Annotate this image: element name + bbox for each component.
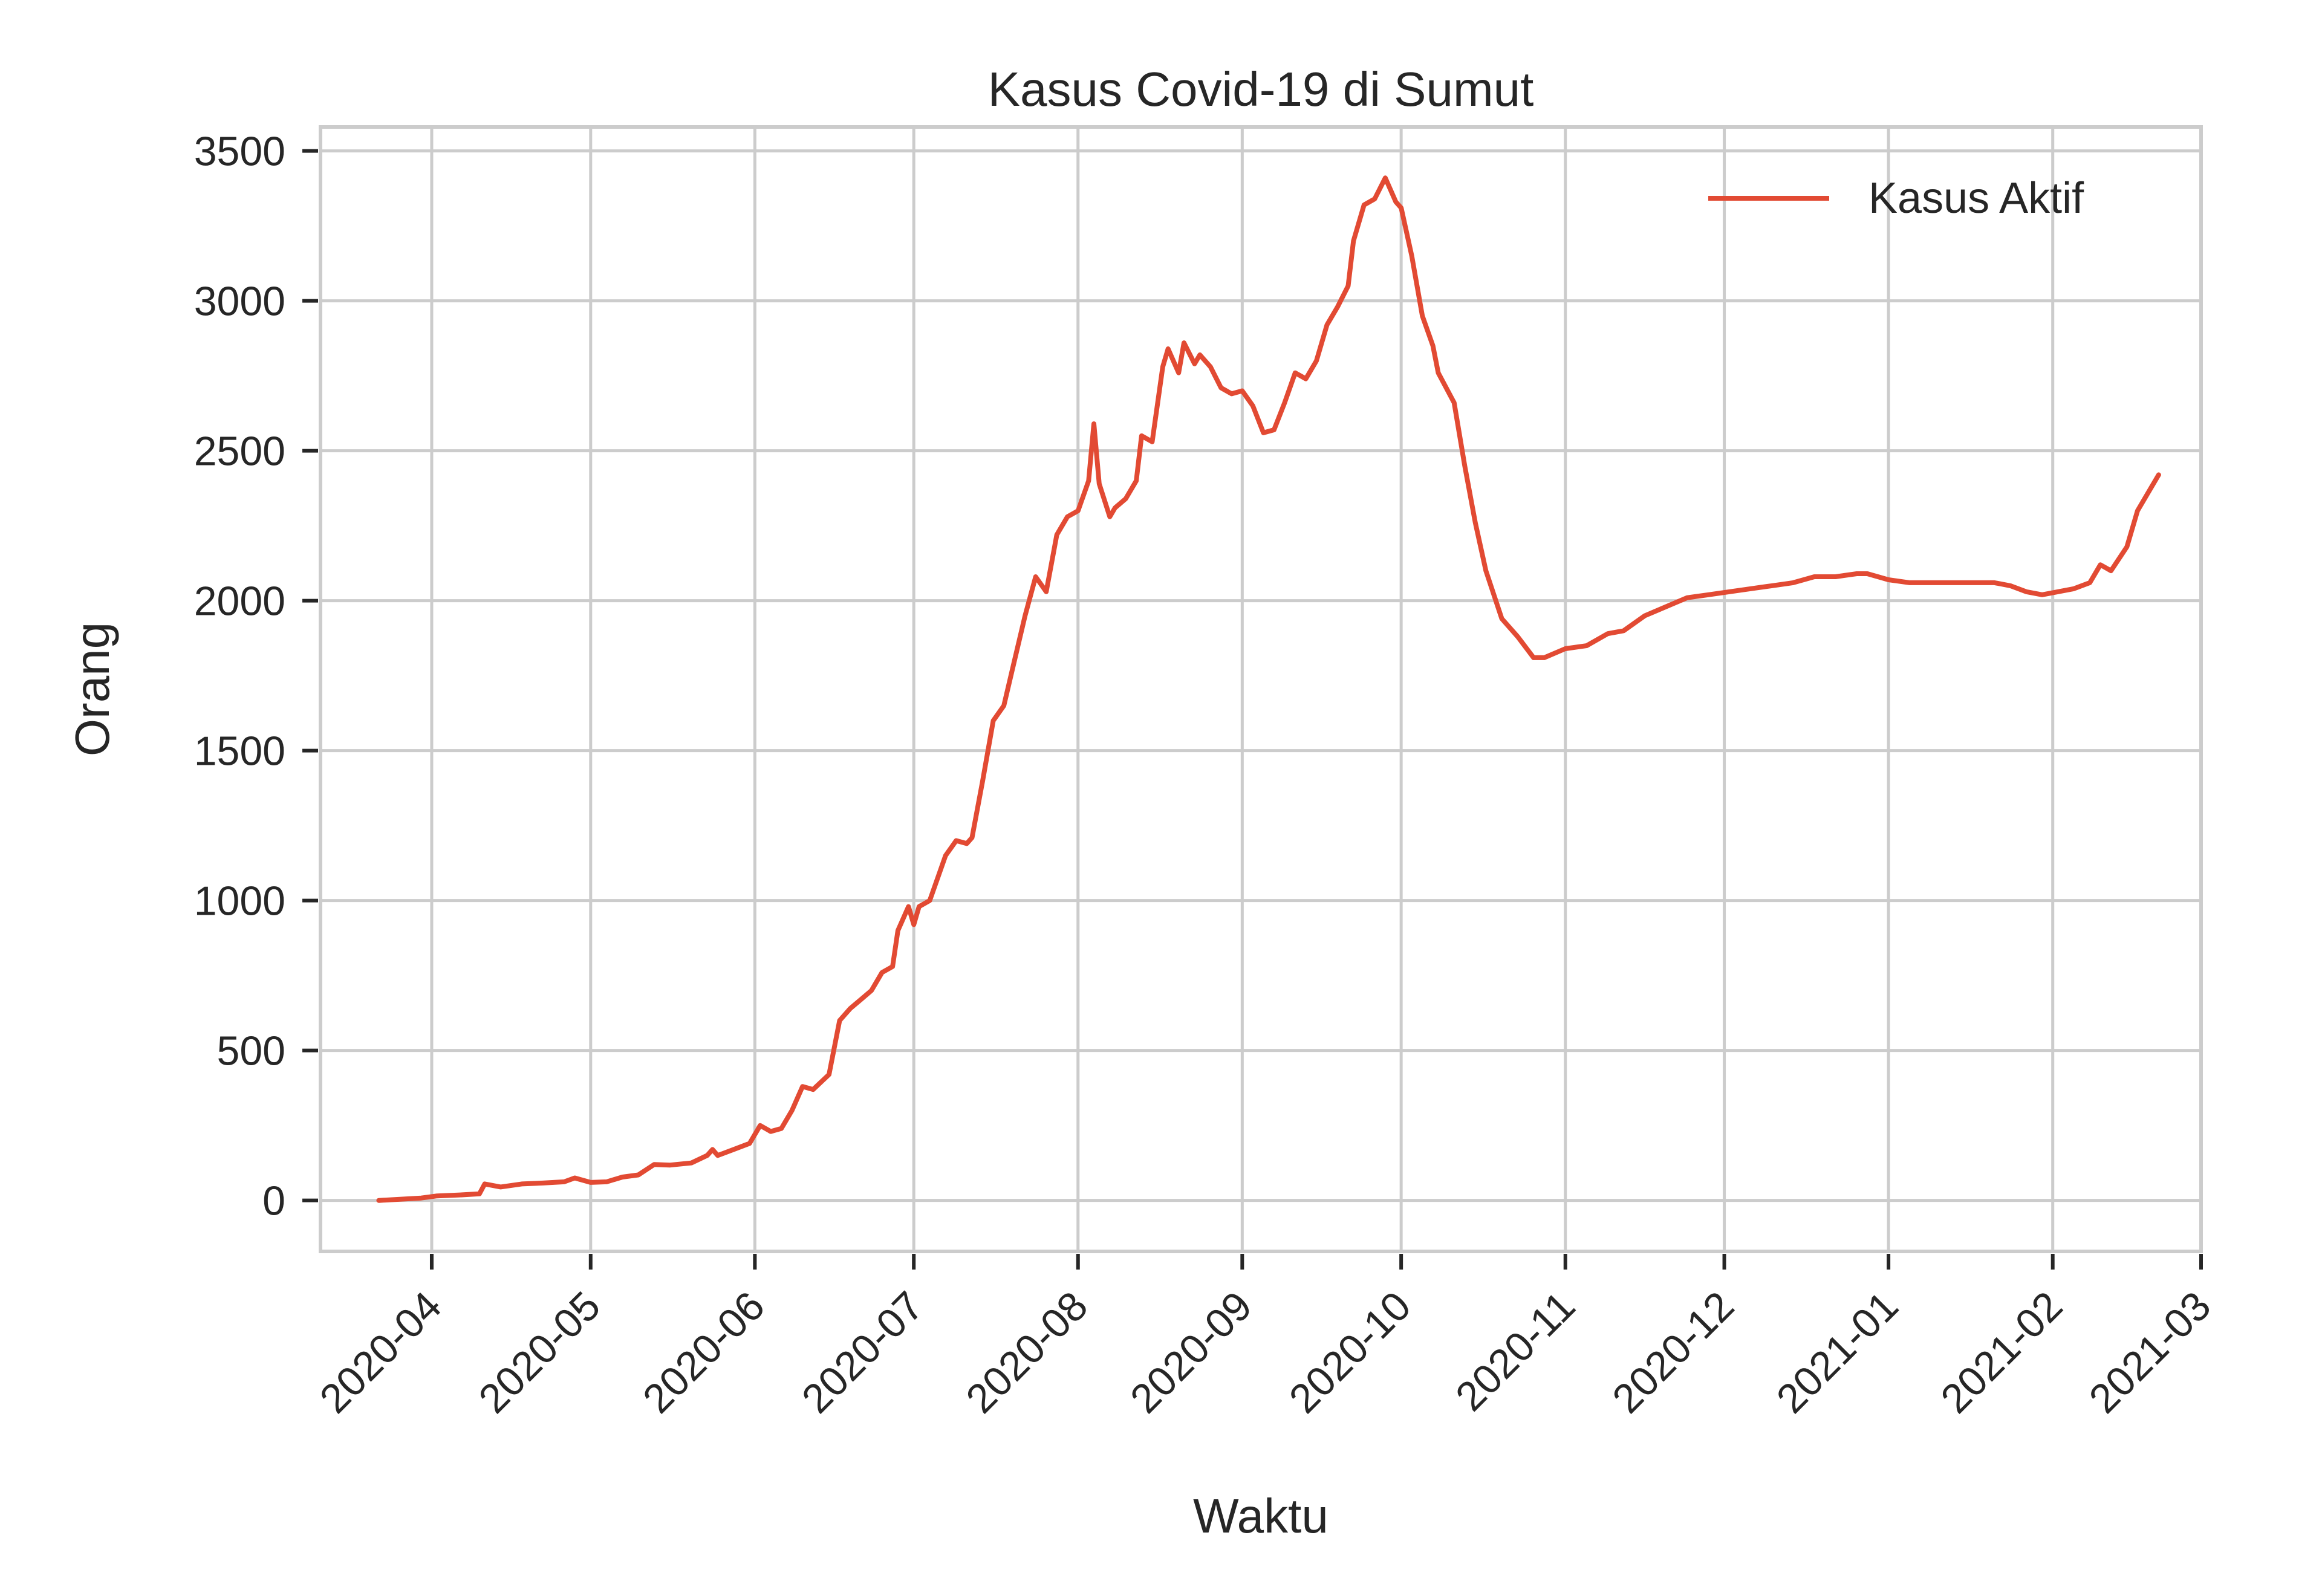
y-axis-label: Orang	[65, 622, 119, 756]
plot-frame	[319, 125, 2203, 1253]
x-axis-label: Waktu	[1193, 1489, 1328, 1543]
series-layer	[376, 175, 2161, 1203]
y-tick-label: 3000	[194, 279, 285, 325]
y-tick-label: 0	[262, 1178, 285, 1224]
chart-title: Kasus Covid-19 di Sumut	[988, 62, 1534, 116]
legend: Kasus Aktif	[1708, 174, 2084, 222]
y-tick-label: 1500	[194, 728, 285, 774]
y-tick-label: 500	[217, 1028, 285, 1074]
y-tick-label: 2000	[194, 579, 285, 624]
legend-label-kasus-aktif: Kasus Aktif	[1868, 174, 2084, 222]
y-tick-label: 1000	[194, 878, 285, 924]
y-tick-label: 3500	[194, 129, 285, 175]
y-tick-label: 2500	[194, 429, 285, 475]
series-line-0	[376, 175, 2161, 1203]
